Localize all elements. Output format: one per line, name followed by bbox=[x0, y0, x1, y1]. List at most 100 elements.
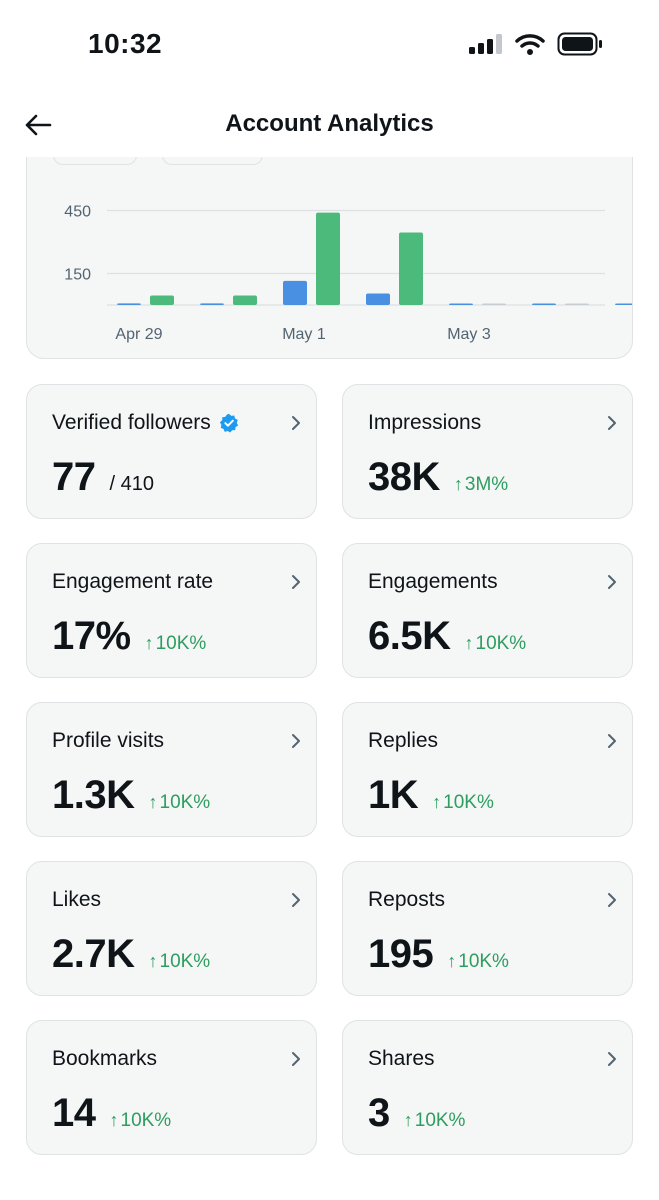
metric-change-value: 10K% bbox=[159, 951, 211, 972]
chevron-right-icon bbox=[292, 416, 300, 430]
metric-label: Reposts bbox=[368, 888, 445, 912]
cellular-signal-icon bbox=[469, 34, 502, 54]
metric-change: ↑ 10K% bbox=[149, 792, 211, 814]
metric-change: ↑ 10K% bbox=[110, 1110, 172, 1132]
bar-series-0-may-2[interactable] bbox=[449, 303, 473, 306]
arrow-up-icon: ↑ bbox=[432, 792, 442, 812]
metric-value-row: 1.3K ↑ 10K% bbox=[52, 773, 210, 818]
arrow-up-icon: ↑ bbox=[453, 474, 463, 494]
metric-value-row: 2.7K ↑ 10K% bbox=[52, 932, 210, 977]
bar-series-1-may-3[interactable] bbox=[565, 303, 589, 306]
metric-label: Engagement rate bbox=[52, 570, 213, 594]
metric-card-engagements[interactable]: Engagements 6.5K ↑ 10K% bbox=[342, 543, 633, 678]
metric-label: Shares bbox=[368, 1047, 435, 1071]
metric-label-text: Bookmarks bbox=[52, 1047, 158, 1070]
metric-value: 6.5K bbox=[368, 614, 451, 658]
metric-change-value: 10K% bbox=[155, 633, 207, 654]
metric-card-bookmarks[interactable]: Bookmarks 14 ↑ 10K% bbox=[26, 1020, 317, 1155]
verified-badge-icon bbox=[219, 413, 238, 433]
page-header: Account Analytics bbox=[0, 95, 659, 157]
bar-series-0-apr-28[interactable] bbox=[117, 303, 141, 305]
chevron-right-icon bbox=[608, 416, 616, 430]
metric-label: Bookmarks bbox=[52, 1047, 157, 1071]
metric-change: ↑ 10K% bbox=[465, 633, 527, 655]
metric-value: 1K bbox=[368, 773, 419, 817]
metric-total: / 410 bbox=[109, 473, 154, 495]
metric-label-text: Reposts bbox=[368, 888, 446, 911]
metric-card-engagement-rate[interactable]: Engagement rate 17% ↑ 10K% bbox=[26, 543, 317, 678]
metric-label-text: Shares bbox=[368, 1047, 435, 1070]
metric-value-row: 3 ↑ 10K% bbox=[368, 1091, 465, 1136]
metric-change-value: 3M% bbox=[464, 474, 509, 495]
x-tick-label: May 3 bbox=[447, 326, 491, 343]
page-title: Account Analytics bbox=[225, 110, 434, 137]
metric-label-text: Likes bbox=[52, 888, 102, 911]
metric-card-reposts[interactable]: Reposts 195 ↑ 10K% bbox=[342, 861, 633, 996]
metric-label: Replies bbox=[368, 729, 438, 753]
chevron-right-icon bbox=[292, 734, 300, 748]
y-tick-label: 450 bbox=[64, 204, 91, 221]
metric-change-value: 10K% bbox=[120, 1110, 172, 1131]
chevron-right-icon bbox=[292, 575, 300, 589]
metric-value-row: 1K ↑ 10K% bbox=[368, 773, 494, 818]
wifi-icon bbox=[515, 34, 545, 55]
x-tick-label: May 1 bbox=[282, 326, 326, 343]
bar-series-0-apr-30[interactable] bbox=[283, 280, 307, 305]
arrow-up-icon: ↑ bbox=[144, 633, 154, 653]
bar-series-1-apr-30[interactable] bbox=[316, 212, 340, 305]
bar-series-0-may-4[interactable] bbox=[615, 303, 633, 306]
chevron-right-icon bbox=[292, 893, 300, 907]
metric-value-row: 77 / 410 bbox=[52, 455, 154, 500]
metric-card-verified-followers[interactable]: Verified followers 77 / 410 bbox=[26, 384, 317, 519]
metric-value: 3 bbox=[368, 1091, 390, 1135]
status-time: 10:32 bbox=[88, 28, 163, 59]
metric-change: ↑ 3M% bbox=[454, 474, 508, 496]
metric-label-text: Profile visits bbox=[52, 729, 165, 752]
bar-series-1-apr-28[interactable] bbox=[150, 295, 174, 305]
metric-change: ↑ 10K% bbox=[149, 951, 211, 973]
metric-card-likes[interactable]: Likes 2.7K ↑ 10K% bbox=[26, 861, 317, 996]
metric-change: ↑ 10K% bbox=[404, 1110, 466, 1132]
bar-series-1-apr-29[interactable] bbox=[233, 295, 257, 305]
metric-value: 17% bbox=[52, 614, 131, 658]
chevron-right-icon bbox=[608, 575, 616, 589]
metric-value: 1.3K bbox=[52, 773, 135, 817]
metric-card-shares[interactable]: Shares 3 ↑ 10K% bbox=[342, 1020, 633, 1155]
arrow-up-icon: ↑ bbox=[148, 792, 158, 812]
metric-card-impressions[interactable]: Impressions 38K ↑ 3M% bbox=[342, 384, 633, 519]
metric-label-text: Engagements bbox=[368, 570, 498, 593]
metric-value-row: 195 ↑ 10K% bbox=[368, 932, 509, 977]
metric-change-value: 10K% bbox=[458, 951, 509, 972]
metric-change-value: 10K% bbox=[475, 633, 527, 654]
metric-label: Impressions bbox=[368, 411, 481, 435]
arrow-up-icon: ↑ bbox=[403, 1110, 413, 1130]
metric-label-text: Impressions bbox=[368, 411, 482, 434]
bar-series-1-may-1[interactable] bbox=[399, 232, 423, 305]
chevron-right-icon bbox=[608, 1052, 616, 1066]
metric-value: 2.7K bbox=[52, 932, 135, 976]
status-icons bbox=[469, 32, 603, 56]
x-tick-label: Apr 29 bbox=[115, 326, 162, 343]
metric-card-profile-visits[interactable]: Profile visits 1.3K ↑ 10K% bbox=[26, 702, 317, 837]
metric-value: 195 bbox=[368, 932, 434, 976]
metric-change-value: 10K% bbox=[414, 1110, 466, 1131]
metric-card-replies[interactable]: Replies 1K ↑ 10K% bbox=[342, 702, 633, 837]
bar-series-0-may-3[interactable] bbox=[532, 303, 556, 306]
metric-value-row: 6.5K ↑ 10K% bbox=[368, 614, 526, 659]
metric-change: ↑ 10K% bbox=[145, 633, 207, 655]
arrow-up-icon: ↑ bbox=[148, 951, 158, 971]
metric-change-value: 10K% bbox=[159, 792, 211, 813]
back-button[interactable] bbox=[20, 107, 56, 143]
metric-value-row: 14 ↑ 10K% bbox=[52, 1091, 171, 1136]
bar-series-0-apr-29[interactable] bbox=[200, 303, 224, 305]
metric-value: 38K bbox=[368, 455, 440, 499]
metric-label: Likes bbox=[52, 888, 101, 912]
bar-series-1-may-2[interactable] bbox=[482, 303, 506, 306]
chevron-right-icon bbox=[292, 1052, 300, 1066]
status-bar: 10:32 bbox=[0, 0, 659, 90]
metric-label: Engagements bbox=[368, 570, 498, 594]
arrow-up-icon: ↑ bbox=[447, 951, 457, 971]
metric-label-text: Replies bbox=[368, 729, 439, 752]
metric-change: ↑ 10K% bbox=[447, 951, 509, 973]
bar-series-0-may-1[interactable] bbox=[366, 293, 390, 305]
